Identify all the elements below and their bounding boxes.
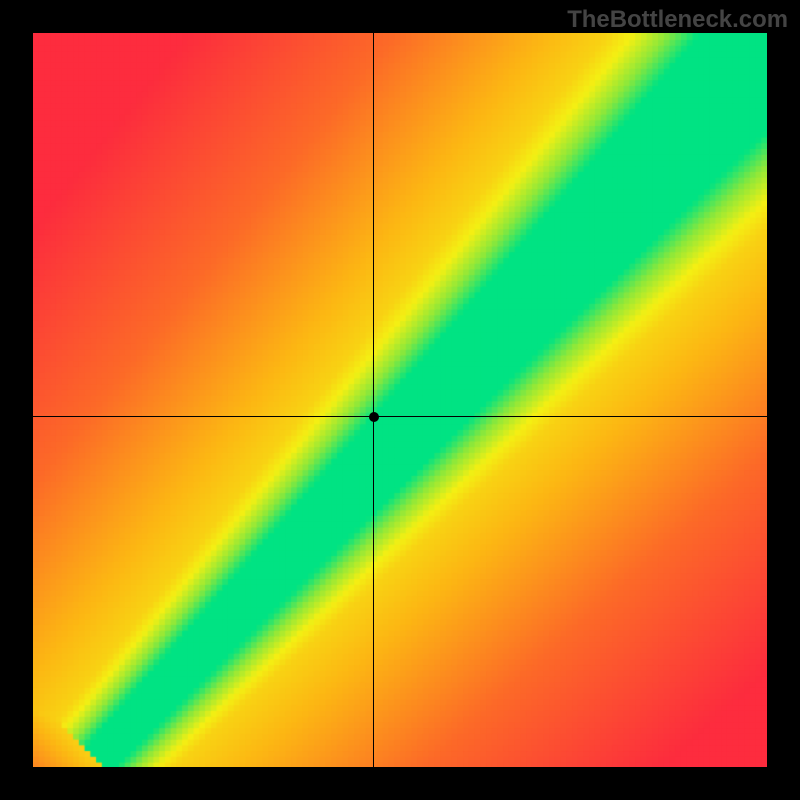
figure-container: TheBottleneck.com	[0, 0, 800, 800]
heatmap-plot	[33, 33, 767, 767]
watermark-text: TheBottleneck.com	[567, 6, 788, 34]
